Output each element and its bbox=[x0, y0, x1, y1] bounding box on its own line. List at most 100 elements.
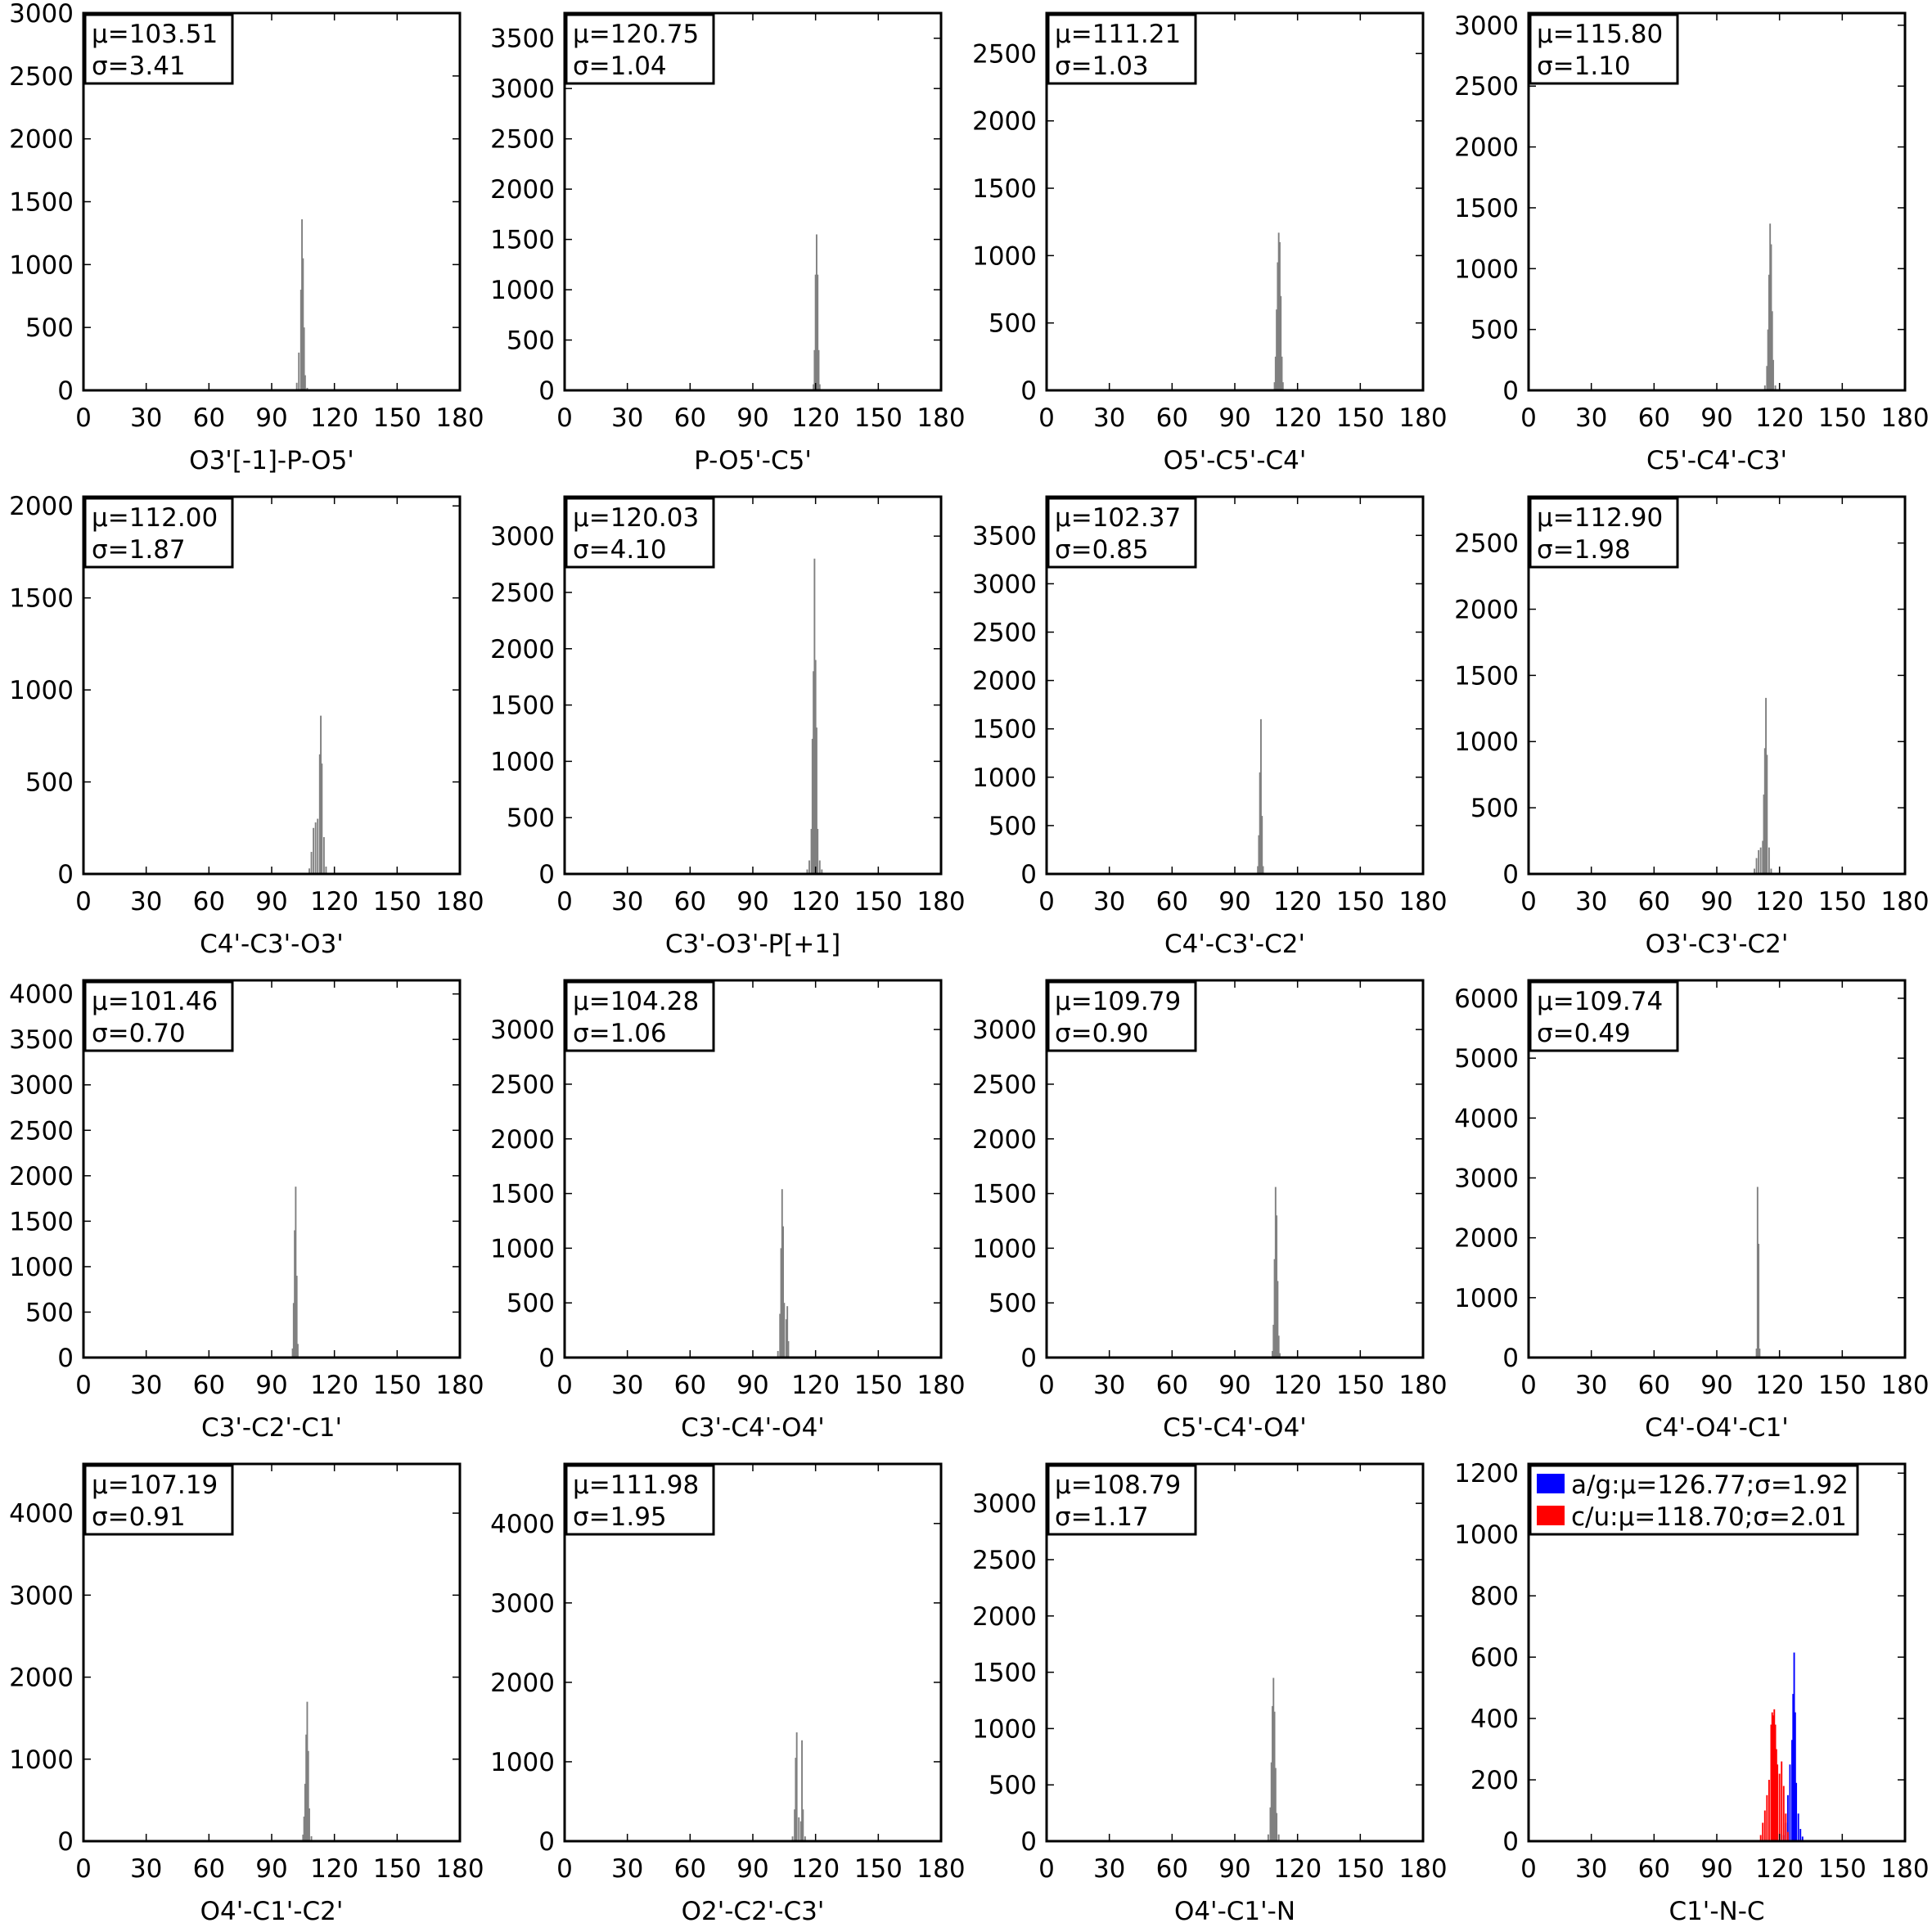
histogram-bar bbox=[1755, 858, 1758, 874]
x-tick-label: 150 bbox=[373, 1854, 421, 1884]
series-1 bbox=[1272, 1187, 1281, 1358]
x-tick-label: 180 bbox=[916, 1371, 965, 1400]
y-tick-label: 2000 bbox=[490, 1125, 555, 1155]
subplot-5: 0 30 60 90 120 150 180 0 500 1000 1500 2000 C4'-C3'-… bbox=[9, 492, 484, 959]
histogram-bar bbox=[799, 1821, 802, 1841]
histogram-bar bbox=[1771, 1712, 1773, 1841]
series-1 bbox=[291, 1187, 299, 1358]
x-tick-label: 60 bbox=[674, 1854, 706, 1884]
histogram-bar bbox=[781, 1189, 783, 1358]
y-tick-label: 500 bbox=[989, 1771, 1037, 1800]
x-tick-label: 120 bbox=[310, 887, 358, 916]
x-tick-label: 150 bbox=[854, 1854, 903, 1884]
histogram-bar bbox=[1772, 359, 1774, 390]
x-tick-label: 30 bbox=[130, 403, 162, 433]
histogram-bar bbox=[1267, 1834, 1269, 1841]
x-tick-label: 150 bbox=[1818, 403, 1867, 433]
plot-frame bbox=[1045, 979, 1425, 1359]
histogram-bar bbox=[1793, 1652, 1795, 1841]
x-tick-label: 0 bbox=[1038, 1854, 1055, 1884]
plot-frame bbox=[1527, 11, 1907, 392]
legend-mean: μ=108.79 bbox=[1055, 1470, 1181, 1500]
x-tick-label: 120 bbox=[791, 1371, 840, 1400]
y-tick-label: 4000 bbox=[1454, 1104, 1519, 1133]
histogram-bar bbox=[821, 869, 823, 874]
legend-box bbox=[1047, 980, 1197, 1052]
x-tick-label: 150 bbox=[1336, 887, 1385, 916]
y-tick-label: 0 bbox=[538, 860, 555, 889]
histogram-bar bbox=[817, 828, 819, 874]
x-tick-label: 150 bbox=[854, 403, 903, 433]
subplot-14: 0 30 60 90 120 150 180 0 1000 2000 3000 4000 O2'-C2'… bbox=[490, 1462, 966, 1926]
y-tick-label: 500 bbox=[25, 313, 74, 343]
x-tick-label: 30 bbox=[1093, 1854, 1125, 1884]
histogram-bar bbox=[783, 1303, 786, 1358]
histogram-bar bbox=[814, 660, 817, 874]
x-tick-label: 0 bbox=[75, 403, 92, 433]
series-1 bbox=[806, 558, 823, 874]
histogram-bar bbox=[302, 258, 304, 390]
subplot-8: 0 30 60 90 120 150 180 0 500 1000 1500 2000 2500 O3'-… bbox=[1454, 495, 1930, 959]
y-tick-label: 500 bbox=[989, 812, 1037, 841]
series-c/u bbox=[1759, 1709, 1789, 1841]
x-tick-label: 90 bbox=[736, 403, 768, 433]
legend-sigma: σ=0.70 bbox=[92, 1019, 186, 1048]
x-tick-label: 0 bbox=[75, 1854, 92, 1884]
x-tick-label: 180 bbox=[916, 403, 965, 433]
histogram-bar bbox=[1277, 1281, 1279, 1358]
legend-sigma: σ=0.90 bbox=[1055, 1019, 1149, 1048]
histogram-bar bbox=[1792, 1694, 1795, 1841]
series-1 bbox=[813, 234, 821, 390]
y-tick-label: 2000 bbox=[1454, 133, 1519, 163]
x-tick-label: 30 bbox=[1093, 403, 1125, 433]
subplot-4: 0 30 60 90 120 150 180 0 500 1000 1500 2000 2500 3000… bbox=[1454, 11, 1929, 475]
legend-box bbox=[565, 1464, 715, 1536]
histogram-bar bbox=[1276, 309, 1278, 390]
x-tick-label: 180 bbox=[1398, 1371, 1447, 1400]
x-tick-label: 180 bbox=[1398, 1854, 1447, 1884]
histogram-bar bbox=[1765, 697, 1768, 874]
histogram-bar bbox=[1785, 1813, 1787, 1841]
y-tick-label: 3000 bbox=[1454, 1164, 1519, 1193]
x-tick-label: 0 bbox=[1520, 1854, 1537, 1884]
y-tick-label: 2000 bbox=[1454, 595, 1519, 624]
x-axis-label: C1'-N-C bbox=[1669, 1897, 1764, 1926]
histogram-bar bbox=[794, 1809, 796, 1841]
subplot-2: 0 30 60 90 120 150 180 0 500 1000 1500 2000 2500 3000… bbox=[490, 11, 966, 475]
histogram-bar bbox=[310, 852, 313, 874]
x-axis-label: C4'-C3'-C2' bbox=[1164, 930, 1305, 959]
legend-box bbox=[1047, 497, 1197, 569]
series-1 bbox=[1763, 223, 1777, 390]
y-tick-label: 500 bbox=[989, 309, 1037, 339]
x-tick-label: 120 bbox=[1273, 1371, 1322, 1400]
y-tick-label: 3000 bbox=[9, 1581, 74, 1610]
x-tick-label: 120 bbox=[310, 1371, 358, 1400]
x-tick-label: 0 bbox=[556, 887, 573, 916]
plot-frame bbox=[82, 1462, 462, 1843]
plot-frame bbox=[563, 495, 943, 876]
subplot-1: 0 30 60 90 120 150 180 0 500 1000 1500 2000 2500 3000… bbox=[9, 0, 484, 475]
x-tick-label: 120 bbox=[1273, 1854, 1322, 1884]
histogram-bar bbox=[1276, 1215, 1278, 1358]
x-tick-label: 60 bbox=[1638, 1854, 1670, 1884]
y-tick-label: 2500 bbox=[490, 1070, 555, 1100]
histogram-bar bbox=[1795, 1782, 1798, 1841]
y-tick-label: 1000 bbox=[972, 241, 1037, 271]
histogram-bar bbox=[295, 1276, 298, 1358]
x-tick-label: 180 bbox=[435, 403, 484, 433]
y-tick-label: 1500 bbox=[490, 1180, 555, 1209]
y-tick-label: 2500 bbox=[972, 39, 1037, 69]
x-tick-label: 120 bbox=[310, 1854, 358, 1884]
x-tick-label: 30 bbox=[1093, 1371, 1125, 1400]
x-tick-label: 180 bbox=[1880, 1371, 1929, 1400]
histogram-bar bbox=[302, 1834, 304, 1841]
legend-mean: μ=111.98 bbox=[573, 1470, 699, 1500]
x-tick-label: 150 bbox=[854, 1371, 903, 1400]
legend-box bbox=[83, 497, 234, 569]
x-tick-label: 60 bbox=[1638, 887, 1670, 916]
x-tick-label: 60 bbox=[193, 1854, 225, 1884]
legend-box bbox=[565, 13, 715, 85]
histogram-bar bbox=[304, 1783, 306, 1841]
plot-frame bbox=[563, 11, 943, 392]
histogram-bar bbox=[298, 352, 300, 390]
